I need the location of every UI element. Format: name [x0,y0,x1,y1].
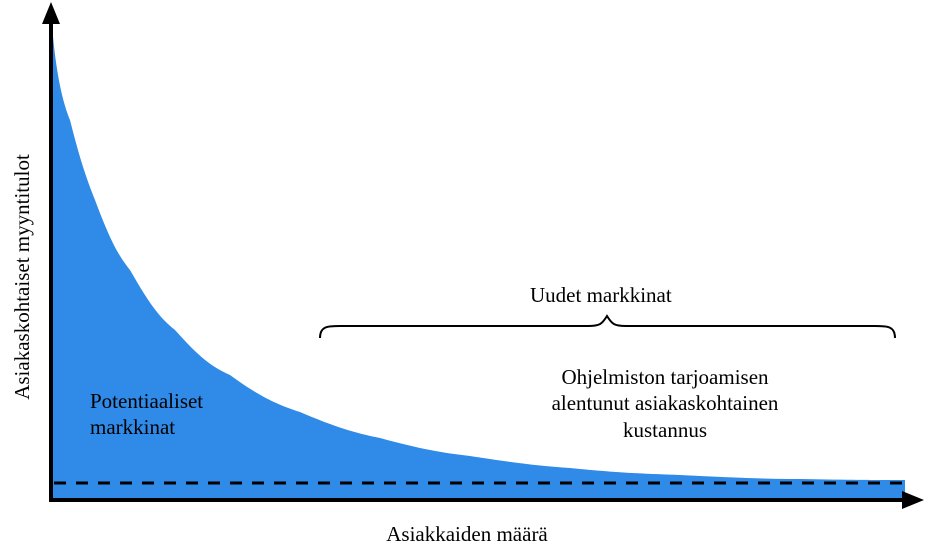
chart-svg [0,0,934,553]
annotation-reduced-cost-line2: alentunut asiakaskohtainen [552,391,779,415]
annotation-reduced-cost-line3: kustannus [623,418,707,442]
annotation-potential-line2: markkinat [90,415,175,439]
x-axis-label: Asiakkaiden määrä [386,522,548,547]
annotation-new-markets: Uudet markkinat [530,282,672,308]
y-axis-label: Asiakaskohtaiset myyntitulot [10,154,35,400]
brace [320,316,895,338]
y-axis-arrow [42,2,60,24]
x-axis-arrow [902,491,924,509]
chart-container: Asiakaskohtaiset myyntitulot Asiakkaiden… [0,0,934,553]
annotation-potential-line1: Potentiaaliset [90,389,203,413]
annotation-reduced-cost-line1: Ohjelmiston tarjoamisen [561,365,768,389]
annotation-potential-markets: Potentiaaliset markkinat [90,388,203,441]
annotation-reduced-cost: Ohjelmiston tarjoamisen alentunut asiaka… [505,364,825,443]
